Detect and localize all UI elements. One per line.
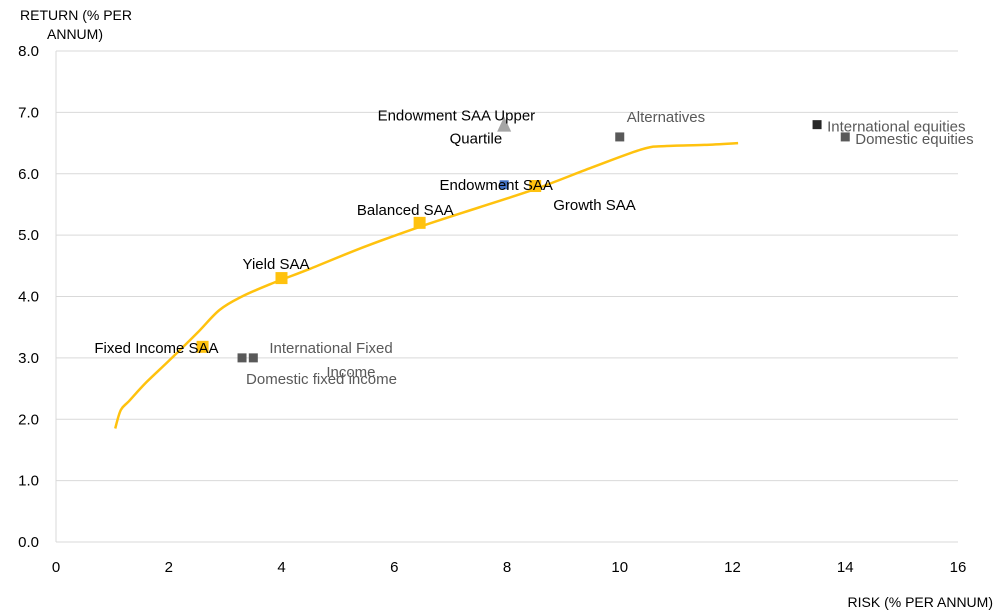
y-tick-label: 8.0 xyxy=(18,43,39,60)
x-tick-label: 8 xyxy=(503,559,511,576)
label-fixed-income-saa: Fixed Income SAA xyxy=(94,340,218,357)
x-tick-label: 4 xyxy=(277,559,285,576)
label-domestic-fixed-income: Domestic fixed income xyxy=(246,371,397,388)
point-yield-saa xyxy=(275,272,288,285)
x-tick-label: 14 xyxy=(837,559,854,576)
y-tick-label: 0.0 xyxy=(18,534,39,551)
label-growth-saa: Growth SAA xyxy=(553,197,636,214)
point-endowment-saa xyxy=(499,180,509,190)
x-tick-label: 16 xyxy=(950,559,967,576)
y-tick-label: 5.0 xyxy=(18,227,39,244)
y-axis-title-line2: ANNUM) xyxy=(47,26,103,42)
x-tick-label: 10 xyxy=(611,559,628,576)
x-tick-label: 6 xyxy=(390,559,398,576)
point-international-equities xyxy=(812,120,822,130)
data-points xyxy=(196,116,850,363)
efficient-frontier-line xyxy=(113,141,739,429)
y-tick-label: 4.0 xyxy=(18,289,39,306)
label-domestic-equities: Domestic equities xyxy=(855,131,973,148)
point-growth-saa xyxy=(529,180,542,193)
point-domestic-fixed-income xyxy=(237,353,247,363)
label-endowment-saa: Endowment SAA xyxy=(439,177,552,194)
x-tick-label: 2 xyxy=(165,559,173,576)
y-tick-label: 6.0 xyxy=(18,166,39,183)
y-tick-label: 3.0 xyxy=(18,350,39,367)
point-alternatives xyxy=(615,132,625,142)
point-fixed-income-saa xyxy=(196,340,209,353)
label-balanced-saa: Balanced SAA xyxy=(357,202,454,219)
frontier-series xyxy=(113,141,739,429)
point-labels: Fixed Income SAA Yield SAA Balanced SAA Gro… xyxy=(94,108,973,388)
label-yield-saa: Yield SAA xyxy=(243,256,310,273)
x-tick-label: 0 xyxy=(52,559,60,576)
point-international-fixed xyxy=(248,353,258,363)
label-alternatives: Alternatives xyxy=(627,109,705,126)
label-endowment-saa-upper: Endowment SAA Upper xyxy=(378,108,536,125)
x-tick-label: 12 xyxy=(724,559,741,576)
y-tick-label: 7.0 xyxy=(18,104,39,121)
y-tick-label: 2.0 xyxy=(18,411,39,428)
point-domestic-equities xyxy=(840,132,850,142)
point-endowment-saa-upper xyxy=(497,116,512,132)
axes: 0.0 1.0 2.0 3.0 4.0 5.0 6.0 7.0 8.0 0 2 4 6 8 10 12 14 16 xyxy=(18,43,966,576)
label-international-fixed: International Fixed xyxy=(269,340,392,357)
gridlines xyxy=(56,50,958,543)
y-tick-label: 1.0 xyxy=(18,473,39,490)
label-international-equities: International equities xyxy=(827,119,965,136)
label-endowment-saa-upper-line2: Quartile xyxy=(450,131,503,148)
x-axis-title: RISK (% PER ANNUM) xyxy=(848,594,993,610)
y-axis-title-line1: RETURN (% PER xyxy=(20,7,132,23)
label-international-fixed-line2: Income xyxy=(326,364,375,381)
point-balanced-saa xyxy=(413,216,426,229)
